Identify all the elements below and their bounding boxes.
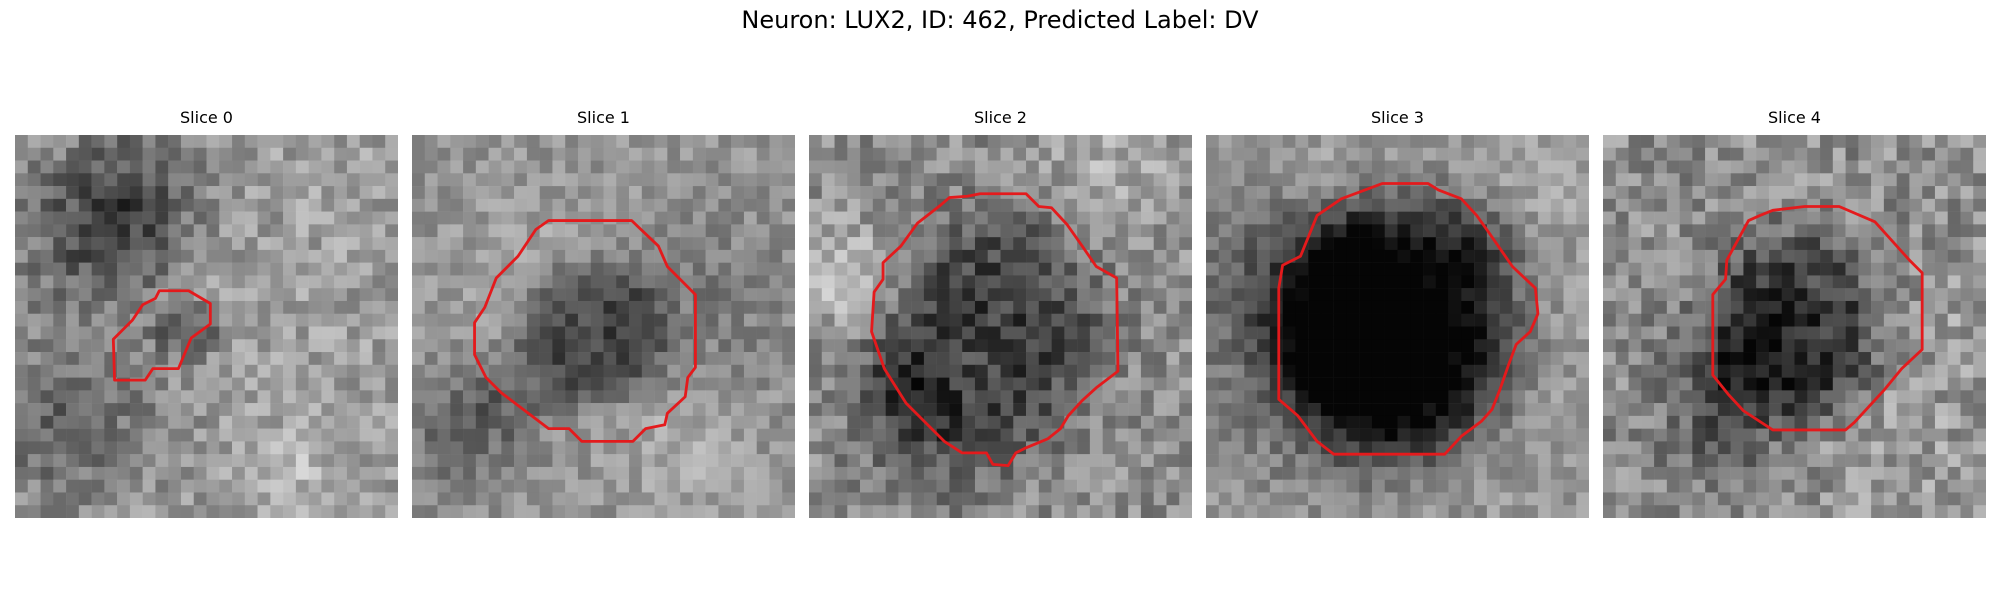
roi-contour: [1277, 182, 1540, 456]
slice-title-0: Slice 0: [180, 108, 233, 127]
pixel-grid: [1603, 135, 1986, 518]
pixel-grid: [412, 135, 795, 518]
roi-contour: [1711, 205, 1924, 432]
slice-image-3: [1206, 135, 1589, 518]
figure-title: Neuron: LUX2, ID: 462, Predicted Label: …: [741, 6, 1259, 34]
slice-title-4: Slice 4: [1768, 108, 1821, 127]
slice-image-4: [1603, 135, 1986, 518]
pixel-grid: [15, 135, 398, 518]
roi-contour: [111, 289, 212, 382]
slice-image-2: [809, 135, 1192, 518]
roi-contour: [473, 219, 697, 443]
slice-title-1: Slice 1: [577, 108, 630, 127]
slice-title-3: Slice 3: [1371, 108, 1424, 127]
pixel-grid: [1206, 135, 1589, 518]
slice-image-1: [412, 135, 795, 518]
roi-contour: [870, 192, 1120, 468]
slice-image-0: [15, 135, 398, 518]
slice-title-2: Slice 2: [974, 108, 1027, 127]
